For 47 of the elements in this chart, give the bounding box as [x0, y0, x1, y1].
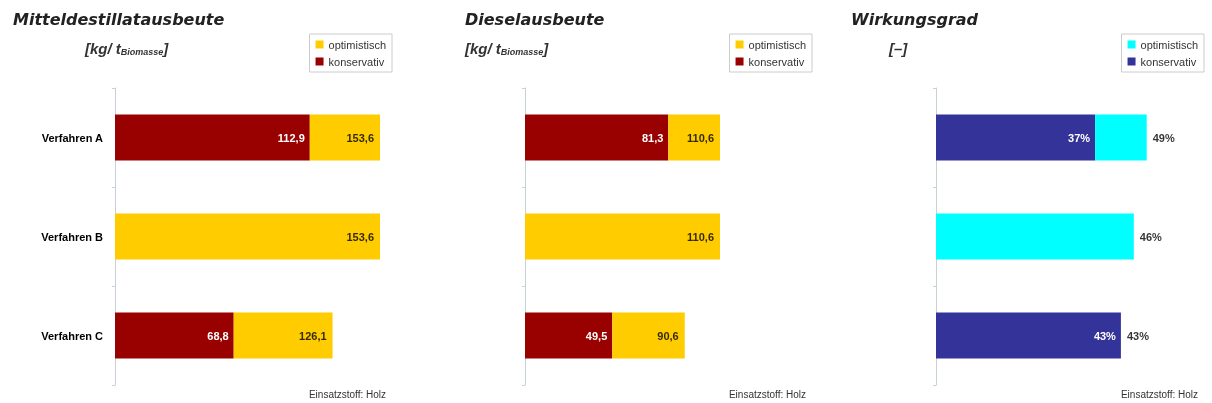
legend-label: konservativ	[328, 55, 385, 68]
text: Einsatzstoff: Holz	[728, 388, 807, 400]
total-label: 110,6	[687, 131, 714, 144]
data-label: 112,9	[277, 131, 305, 144]
data-label: 37%	[1068, 131, 1091, 144]
chart-subtitle: [–]	[888, 40, 909, 57]
chart-subtitle: [kg/ tBiomasse]	[464, 40, 550, 57]
bar	[612, 312, 685, 359]
data-label: 43%	[1093, 329, 1117, 342]
chart-subtitle: [kg/ tBiomasse]	[84, 40, 170, 57]
text: Einsatzstoff: Holz	[308, 388, 387, 400]
legend-label: optimistisch	[328, 38, 387, 51]
bar	[1095, 114, 1147, 161]
y-tick-label: Verfahren A	[41, 131, 104, 144]
legend-label: optimistisch	[748, 38, 807, 51]
total-label: 126,1	[299, 329, 327, 342]
bar	[115, 114, 310, 161]
y-tick-label: Verfahren C	[41, 329, 104, 342]
text: Einsatzstoff: Holz	[1120, 388, 1199, 400]
total-label: 46%	[1139, 230, 1163, 243]
bar	[936, 312, 1121, 359]
legend-label: konservativ	[748, 55, 805, 68]
bar	[525, 213, 720, 260]
bar	[668, 114, 720, 161]
bar	[115, 213, 380, 260]
chart-title: Dieselausbeute	[465, 9, 605, 29]
bar	[525, 114, 669, 161]
bar	[525, 312, 613, 359]
total-label: 49%	[1152, 131, 1175, 144]
data-label: 49,5	[585, 329, 608, 342]
data-label: 81,3	[641, 131, 664, 144]
total-label: 43%	[1126, 329, 1150, 342]
chart-title: Mitteldestillatausbeute	[13, 9, 225, 29]
total-label: 110,6	[687, 230, 714, 243]
legend-label: konservativ	[1140, 55, 1197, 68]
total-label: 90,6	[657, 329, 679, 342]
bar	[936, 213, 1134, 260]
legend-label: optimistisch	[1140, 38, 1199, 51]
bar	[936, 114, 1096, 161]
chart-title: Wirkungsgrad	[851, 9, 979, 29]
total-label: 153,6	[346, 131, 374, 144]
bar	[233, 312, 333, 359]
total-label: 153,6	[346, 230, 374, 243]
y-tick-label: Verfahren B	[41, 230, 104, 243]
data-label: 68,8	[207, 329, 229, 342]
bar	[309, 114, 380, 161]
bar	[115, 312, 234, 359]
